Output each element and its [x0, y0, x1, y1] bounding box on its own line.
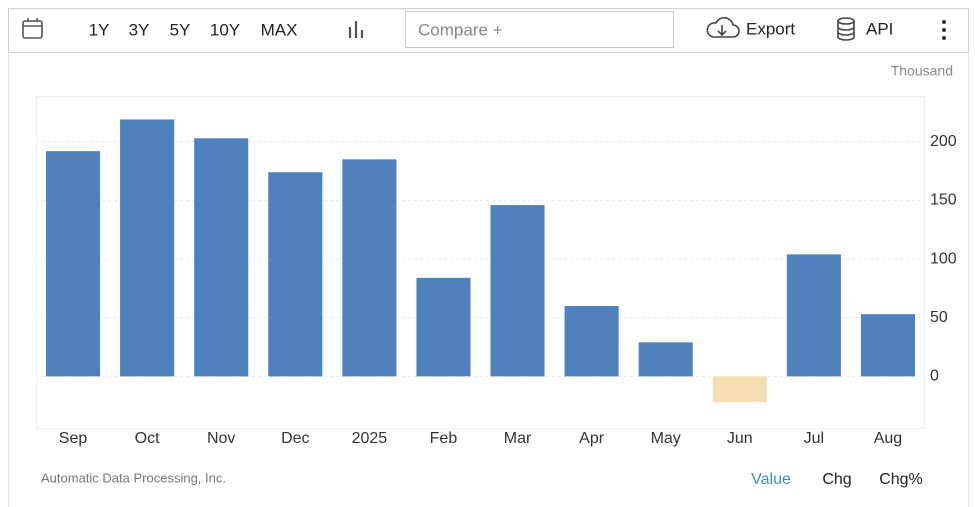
y-tick-label: 150 [930, 192, 957, 209]
bar [490, 205, 545, 377]
bar [860, 314, 915, 377]
x-tick-label: Oct [135, 430, 160, 447]
bar [342, 159, 397, 377]
view-tab[interactable]: Chg% [879, 471, 923, 488]
bar [712, 376, 767, 403]
x-tick-label: Sep [59, 430, 88, 447]
range-button[interactable]: MAX [261, 20, 298, 39]
calendar-icon[interactable] [22, 18, 43, 39]
source: Automatic Data Processing, Inc. [41, 470, 226, 485]
x-tick-label: Dec [281, 430, 309, 447]
x-tick-label: Nov [207, 430, 235, 447]
bar [120, 119, 175, 377]
view-tab[interactable]: Value [751, 471, 791, 488]
range-button[interactable]: 10Y [210, 20, 240, 39]
y-tick-label: 0 [930, 368, 939, 385]
export-icon[interactable] [706, 17, 740, 38]
x-tick-label: Mar [504, 430, 532, 447]
bar [194, 138, 249, 377]
bar [416, 277, 471, 377]
x-tick-label: Jun [727, 430, 753, 447]
unit-label: Thousand [891, 63, 953, 79]
chart-type-icon[interactable] [348, 21, 364, 38]
x-tick-label: May [651, 430, 681, 447]
compare-input[interactable] [405, 11, 674, 48]
bar [268, 172, 323, 377]
view-tab[interactable]: Chg [822, 471, 851, 488]
y-tick-label: 100 [930, 250, 957, 267]
y-tick-label: 200 [930, 133, 957, 150]
export-button[interactable]: Export [746, 19, 795, 38]
x-tick-label: Apr [579, 430, 605, 447]
x-tick-label: Aug [874, 430, 902, 447]
range-button[interactable]: 5Y [170, 20, 191, 39]
bar [786, 254, 841, 377]
x-tick-label: 2025 [352, 430, 388, 447]
plot-area [36, 96, 925, 429]
range-button[interactable]: 1Y [89, 20, 110, 39]
bar [46, 151, 101, 377]
api-icon[interactable] [837, 17, 855, 41]
y-tick-label: 50 [930, 309, 948, 326]
x-tick-label: Jul [804, 430, 824, 447]
x-tick-label: Feb [430, 430, 458, 447]
bar [638, 342, 693, 377]
api-button[interactable]: API [866, 19, 893, 38]
bar [564, 305, 619, 377]
compare-placeholder[interactable]: Compare + [418, 20, 503, 39]
range-button[interactable]: 3Y [129, 20, 150, 39]
more-menu[interactable] [942, 20, 946, 40]
